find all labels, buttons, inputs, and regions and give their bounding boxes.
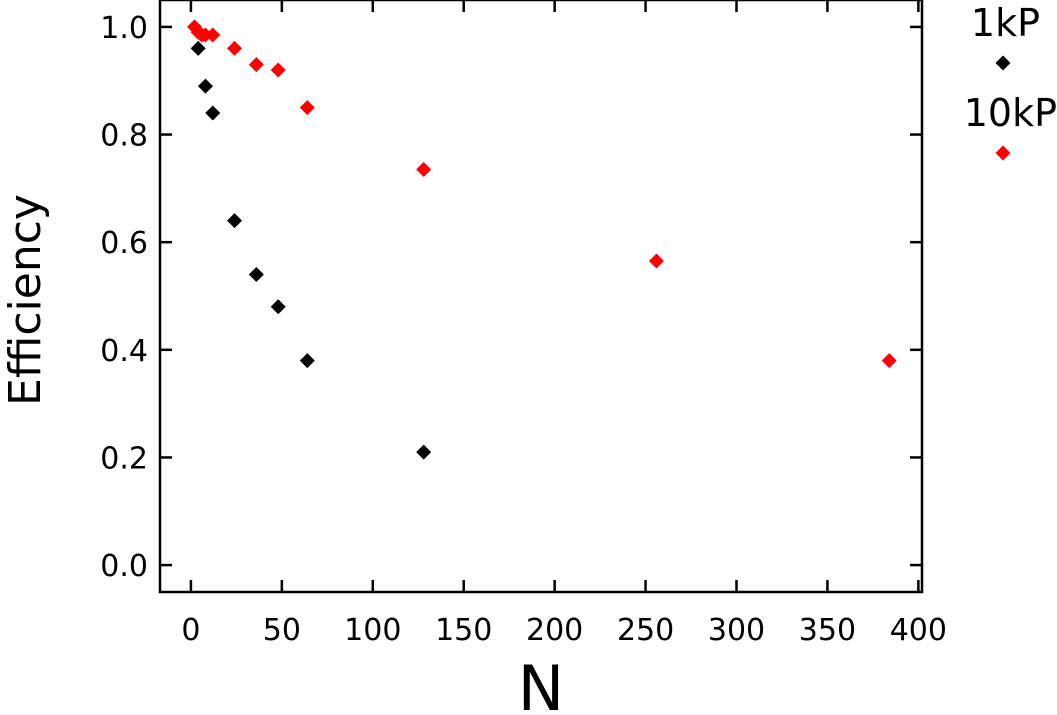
y-tick-label: 0.6 — [100, 226, 148, 261]
y-tick-label: 0.8 — [100, 119, 148, 154]
y-tick-label: 0.4 — [100, 334, 148, 369]
legend-label-10kp: 10kP — [964, 91, 1057, 135]
data-point — [270, 62, 286, 78]
legend-marker-10kp — [995, 145, 1011, 161]
data-point — [190, 40, 206, 56]
data-point — [648, 253, 664, 269]
x-tick-label: 400 — [890, 613, 947, 648]
data-point — [205, 105, 221, 121]
x-tick-label: 200 — [526, 613, 583, 648]
data-point — [227, 40, 243, 56]
data-point — [416, 162, 432, 178]
x-tick-label: 250 — [617, 613, 674, 648]
x-tick-label: 0 — [181, 613, 200, 648]
data-point — [187, 19, 203, 35]
legend-marker-1kp — [995, 55, 1011, 71]
plot-frame — [158, 0, 924, 594]
data-point — [205, 27, 221, 43]
x-tick-label: 300 — [708, 613, 765, 648]
x-tick-label: 100 — [344, 613, 401, 648]
series-1kp — [190, 40, 432, 460]
data-point — [227, 213, 243, 229]
series-10kp — [187, 19, 897, 369]
x-tick-label: 150 — [435, 613, 492, 648]
data-points — [187, 19, 897, 460]
x-tick-label: 50 — [263, 613, 301, 648]
data-point — [881, 353, 897, 369]
y-tick-label: 0.0 — [100, 549, 148, 584]
y-tick-label: 0.2 — [100, 441, 148, 476]
data-point — [299, 100, 315, 116]
x-axis-title: N — [518, 652, 564, 715]
axis-ticks — [160, 0, 922, 592]
y-tick-label: 1.0 — [100, 11, 148, 46]
data-point — [299, 353, 315, 369]
data-point — [248, 57, 264, 73]
data-point — [248, 266, 264, 282]
data-point — [270, 299, 286, 315]
x-tick-label: 350 — [799, 613, 856, 648]
legend-label-1kp: 1kP — [971, 1, 1040, 45]
data-point — [416, 444, 432, 460]
axis-tick-labels: 0 50 100 150 200 250 300 350 400 0.0 0.2 0.4 0.6 0.8 1… — [100, 11, 947, 648]
data-point — [197, 78, 213, 94]
legend: 1kP 10kP — [964, 1, 1057, 161]
y-axis-title: Efficiency — [0, 194, 51, 406]
